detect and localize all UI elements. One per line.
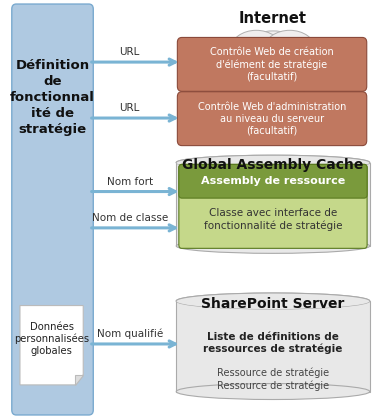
FancyBboxPatch shape xyxy=(177,37,367,91)
Text: Global Assembly Cache: Global Assembly Cache xyxy=(182,158,364,172)
FancyBboxPatch shape xyxy=(12,4,93,415)
Ellipse shape xyxy=(176,383,370,399)
Ellipse shape xyxy=(176,293,370,309)
Text: Classe avec interface de
fonctionnalité de stratégie: Classe avec interface de fonctionnalité … xyxy=(204,208,342,231)
Ellipse shape xyxy=(278,42,335,88)
Text: Contrôle Web de création
d'élément de stratégie
(facultatif): Contrôle Web de création d'élément de st… xyxy=(210,47,334,82)
Ellipse shape xyxy=(176,239,370,253)
Text: Données
personnalisées
globales: Données personnalisées globales xyxy=(14,322,89,356)
Text: Ressource de stratégie
Ressource de stratégie: Ressource de stratégie Ressource de stra… xyxy=(217,368,329,391)
Ellipse shape xyxy=(264,30,315,67)
Ellipse shape xyxy=(176,155,370,170)
Text: URL: URL xyxy=(120,47,140,57)
Text: Internet: Internet xyxy=(239,11,307,26)
FancyBboxPatch shape xyxy=(177,92,367,146)
Text: Nom qualifié: Nom qualifié xyxy=(97,328,163,339)
Text: Définition
de
fonctionnal
ité de
stratégie: Définition de fonctionnal ité de stratég… xyxy=(10,59,95,136)
Bar xyxy=(176,301,370,391)
Ellipse shape xyxy=(204,54,245,88)
Ellipse shape xyxy=(176,293,370,309)
FancyBboxPatch shape xyxy=(179,164,367,248)
Ellipse shape xyxy=(311,45,348,76)
Ellipse shape xyxy=(176,155,370,170)
Ellipse shape xyxy=(231,30,281,67)
Text: Contrôle Web d'administration
au niveau du serveur
(facultatif): Contrôle Web d'administration au niveau … xyxy=(198,102,346,136)
Text: URL: URL xyxy=(120,103,140,113)
Ellipse shape xyxy=(211,42,268,88)
Polygon shape xyxy=(75,375,83,385)
Polygon shape xyxy=(20,305,83,385)
Text: Nom fort: Nom fort xyxy=(107,176,153,186)
Ellipse shape xyxy=(301,54,343,88)
Text: SharePoint Server: SharePoint Server xyxy=(201,297,345,310)
Text: Liste de définitions de
ressources de stratégie: Liste de définitions de ressources de st… xyxy=(203,332,343,354)
Ellipse shape xyxy=(198,45,234,76)
FancyBboxPatch shape xyxy=(179,164,367,198)
Ellipse shape xyxy=(238,63,308,102)
Bar xyxy=(176,163,370,246)
Ellipse shape xyxy=(233,31,313,94)
Text: Assembly de ressource: Assembly de ressource xyxy=(201,176,345,186)
Text: Nom de classe: Nom de classe xyxy=(92,213,168,223)
